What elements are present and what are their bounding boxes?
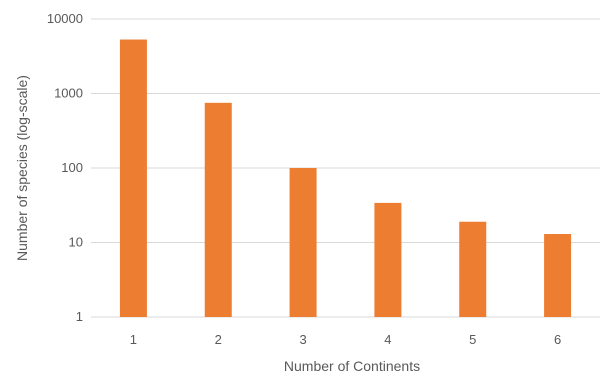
y-tick-label: 10 (69, 235, 83, 250)
x-tick-label: 3 (299, 332, 306, 347)
x-tick-label: 1 (130, 332, 137, 347)
bar-3 (289, 168, 317, 317)
bar-1 (119, 39, 147, 318)
x-axis-ticks: 1 2 3 4 5 6 (130, 332, 561, 347)
x-axis-title: Number of Continents (284, 358, 420, 374)
y-axis-title: Number of species (log-scale) (14, 75, 30, 261)
x-tick-label: 2 (215, 332, 222, 347)
y-tick-label: 10000 (47, 11, 83, 26)
y-tick-label: 1000 (54, 86, 83, 101)
y-tick-label: 100 (61, 160, 83, 175)
x-tick-label: 6 (554, 332, 561, 347)
y-axis-ticks: 1 10 100 1000 10000 (47, 11, 83, 324)
gridlines (91, 18, 600, 318)
bar-5 (459, 221, 487, 317)
bar-6 (544, 234, 572, 317)
x-tick-label: 5 (469, 332, 476, 347)
y-tick-label: 1 (76, 309, 83, 324)
bar-4 (374, 202, 402, 317)
bars (119, 39, 572, 318)
bar-2 (204, 102, 232, 317)
x-tick-label: 4 (384, 332, 391, 347)
